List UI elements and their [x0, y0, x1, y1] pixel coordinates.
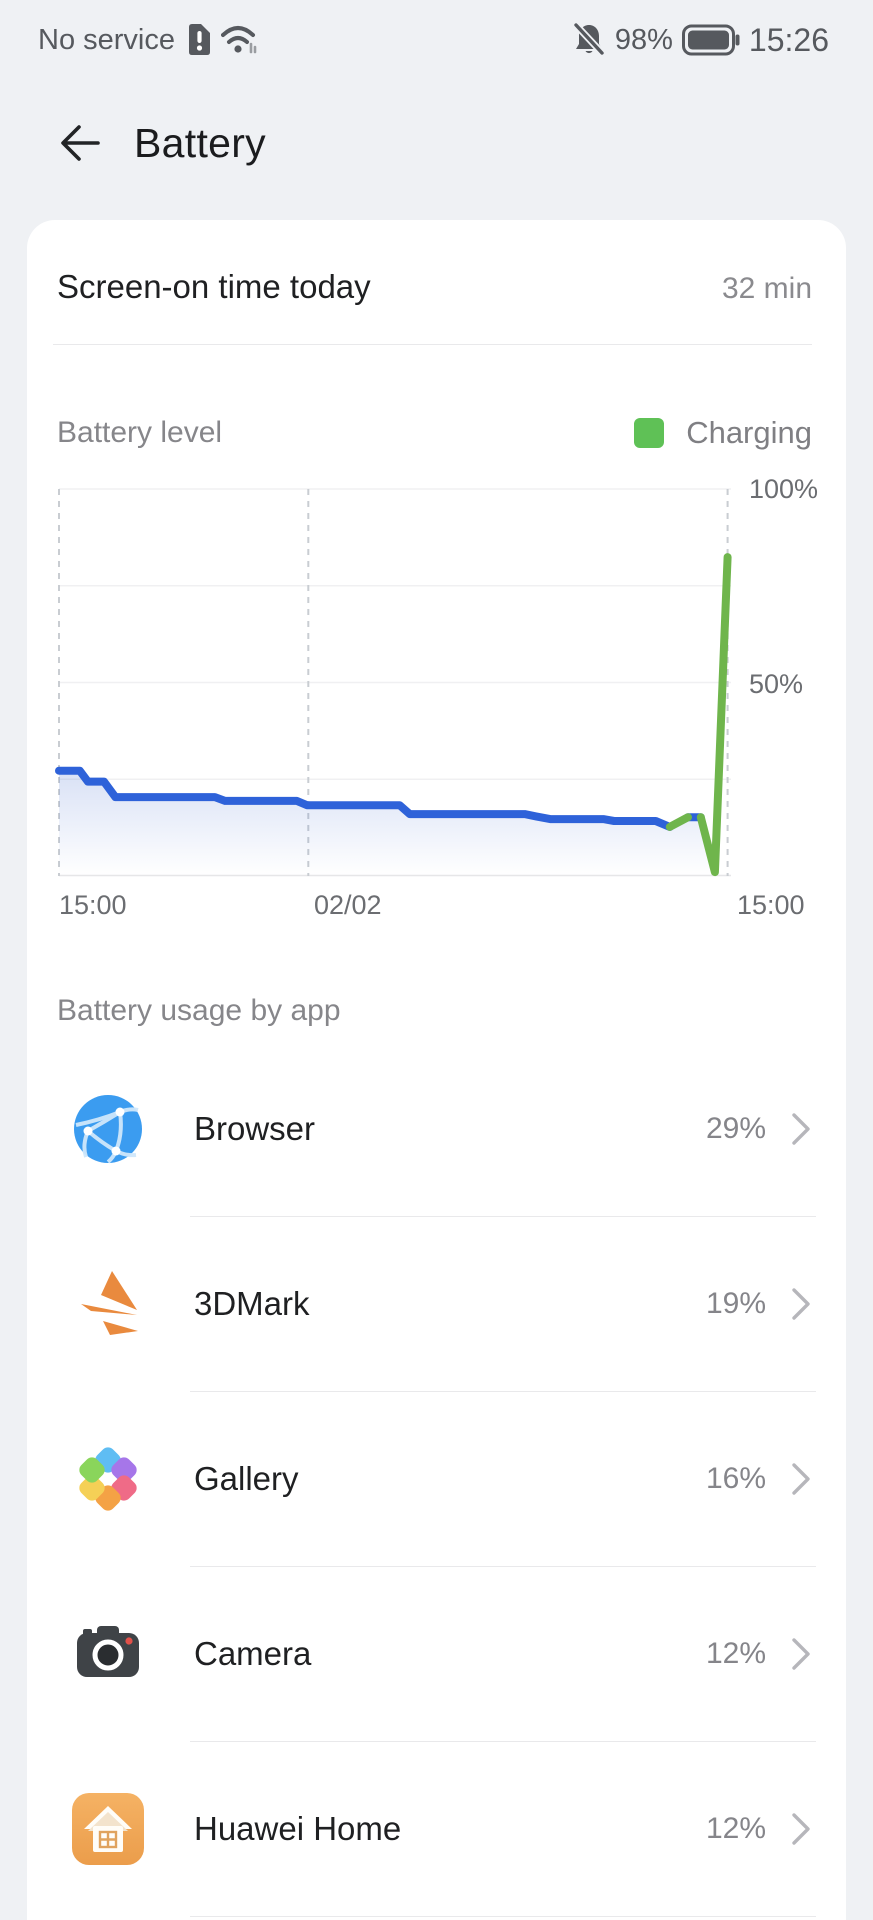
wifi-icon	[221, 24, 259, 56]
app-row-3dmark[interactable]: 3DMark 19%	[27, 1217, 846, 1391]
status-bar: No service 98%	[0, 0, 873, 76]
back-button[interactable]	[56, 120, 102, 166]
app-percent: 16%	[705, 1462, 766, 1495]
notifications-off-icon	[572, 22, 606, 58]
app-percent: 29%	[705, 1112, 766, 1145]
battery-percent-label: 98%	[614, 23, 673, 56]
battery-level-label: Battery level	[57, 416, 223, 449]
app-name: Browser	[194, 1110, 316, 1147]
divider	[53, 344, 812, 345]
huawei-home-icon	[72, 1793, 144, 1865]
app-row-huawei-home[interactable]: Huawei Home 12%	[27, 1742, 846, 1916]
page-title: Battery	[134, 119, 266, 166]
battery-level-chart: 100% 50%	[55, 474, 818, 877]
usage-heading: Battery usage by app	[57, 994, 341, 1027]
app-percent: 12%	[705, 1812, 766, 1845]
browser-globe-icon	[72, 1093, 144, 1165]
app-row-browser[interactable]: Browser 29%	[27, 1042, 846, 1216]
divider	[190, 1216, 816, 1217]
chevron-right-icon	[790, 1811, 812, 1847]
app-percent: 12%	[705, 1637, 766, 1670]
screen-on-time-label: Screen-on time today	[57, 268, 371, 305]
y-axis-tick-50: 50%	[749, 668, 804, 699]
app-usage-list: Browser 29% 3DMark 19%	[27, 1042, 846, 1917]
carrier-label: No service	[38, 23, 175, 56]
divider	[190, 1916, 816, 1917]
gallery-flower-icon	[72, 1443, 144, 1515]
divider	[190, 1741, 816, 1742]
charging-legend: Charging	[634, 415, 812, 451]
3dmark-wing-icon	[72, 1268, 144, 1340]
x-axis-tick-midnight: 02/02	[314, 890, 382, 920]
charging-legend-swatch	[634, 418, 665, 448]
battery-level-header: Battery level Charging	[27, 345, 846, 451]
app-name: Huawei Home	[194, 1810, 402, 1847]
app-name: Gallery	[194, 1460, 299, 1497]
sim-alert-icon	[185, 23, 211, 57]
chevron-right-icon	[790, 1286, 812, 1322]
divider	[190, 1566, 816, 1567]
x-axis-labels: 15:00 02/02 15:00	[59, 886, 849, 930]
battery-level-chart-canvas	[55, 488, 732, 877]
x-axis-tick-start: 15:00	[59, 890, 127, 920]
x-axis-tick-now: 15:00	[737, 890, 805, 920]
chevron-right-icon	[790, 1461, 812, 1497]
app-name: 3DMark	[194, 1285, 310, 1322]
app-row-camera[interactable]: Camera 12%	[27, 1567, 846, 1741]
page-header: Battery	[0, 100, 873, 186]
charging-legend-label: Charging	[686, 415, 812, 450]
clock-label: 15:26	[748, 21, 829, 58]
app-name: Camera	[194, 1635, 312, 1672]
chevron-right-icon	[790, 1636, 812, 1672]
app-percent: 19%	[705, 1287, 766, 1320]
battery-icon	[681, 24, 740, 56]
chevron-right-icon	[790, 1111, 812, 1147]
screen-on-time-row: Screen-on time today 32 min	[27, 220, 846, 306]
divider	[190, 1391, 816, 1392]
app-row-gallery[interactable]: Gallery 16%	[27, 1392, 846, 1566]
screen-on-time-value: 32 min	[721, 272, 812, 305]
battery-card: Screen-on time today 32 min Battery leve…	[27, 220, 846, 1920]
camera-icon	[72, 1618, 144, 1690]
y-axis-tick-100: 100%	[749, 474, 819, 504]
